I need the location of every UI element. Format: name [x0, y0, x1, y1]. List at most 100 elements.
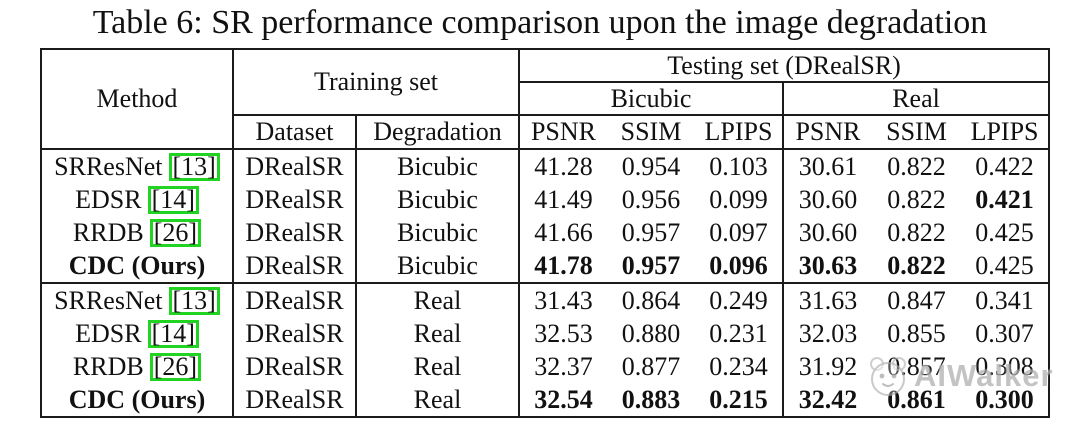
metric-value-cell: 31.92 [798, 351, 858, 381]
citation-link[interactable]: [26] [149, 218, 202, 247]
table-row: SRResNet [13] DRealSR Real 31.43 0.864 0.249 31… [41, 282, 1050, 317]
table-body: SRResNet [13] DRealSR Bicubic 41.28 0.954 0.10… [41, 149, 1050, 417]
dataset-cell: DRealSR [233, 183, 357, 216]
method-label: CDC (Ours) [68, 384, 206, 414]
metric-value-cell: 0.857 [887, 351, 946, 381]
metric-value-cell: 0.425 [975, 217, 1034, 247]
table-row: EDSR [14] DRealSR Real 32.53 0.880 0.231 32.03 0… [41, 317, 1049, 350]
metric-value-cell: 0.422 [975, 151, 1034, 181]
metric-value-cell: 0.956 [621, 184, 681, 214]
citation-link[interactable]: [14] [147, 185, 199, 214]
metric-value-cell: 0.864 [607, 282, 695, 317]
metric-value-cell: 0.097 [695, 216, 784, 249]
method-cell: EDSR [14] [41, 183, 234, 216]
header-method: Method [41, 49, 234, 150]
method-cell: CDC (Ours) [41, 249, 234, 283]
table-row: CDC (Ours) DRealSR Real 32.54 0.883 0.215 32.4… [41, 383, 1049, 417]
dataset-cell: DRealSR [233, 383, 357, 417]
header-psnr-real: PSNR [783, 115, 872, 150]
metric-value-cell: 32.42 [798, 384, 858, 414]
metric-value-cell: 0.847 [872, 282, 961, 317]
table-caption: Table 6: SR performance comparison upon … [92, 4, 988, 41]
method-cell: SRResNet [13] [41, 282, 234, 317]
metric-value-cell: 0.822 [887, 250, 946, 280]
degradation-cell: Real [356, 282, 520, 317]
header-lpips-bicubic: LPIPS [695, 115, 784, 150]
header-ssim-bicubic: SSIM [607, 115, 695, 150]
metric-value-cell: 0.231 [695, 317, 784, 350]
degradation-cell: Bicubic [356, 183, 520, 216]
method-label: SRResNet [54, 151, 163, 181]
citation-link[interactable]: [13] [168, 152, 220, 181]
method-cell: RRDB [26] [41, 350, 234, 383]
dataset-cell: DRealSR [233, 350, 357, 383]
table-row: RRDB [26] DRealSR Bicubic 41.66 0.957 0.097 30.… [41, 216, 1049, 249]
method-label: SRResNet [54, 285, 163, 315]
metric-value-cell: 0.421 [975, 184, 1034, 214]
metric-value-cell: 0.954 [621, 151, 681, 181]
metric-value-cell: 0.855 [887, 318, 946, 348]
header-subgroup-bicubic: Bicubic [519, 82, 784, 116]
metric-value-cell: 0.883 [621, 384, 681, 414]
metric-value-cell: 0.822 [887, 217, 946, 247]
metric-value-cell: 0.300 [975, 384, 1034, 414]
metric-value-cell: 32.54 [534, 384, 593, 414]
metric-value-cell: 0.957 [621, 217, 681, 247]
metric-value-cell: 30.61 [798, 151, 858, 181]
metric-value-cell: 31.63 [783, 282, 872, 317]
degradation-cell: Bicubic [356, 149, 520, 183]
degradation-cell: Real [356, 383, 520, 417]
table-row: EDSR [14] DRealSR Bicubic 41.49 0.956 0.099 30.… [41, 183, 1049, 216]
method-label: RRDB [72, 217, 144, 247]
metric-value-cell: 0.880 [621, 318, 681, 348]
metric-value-cell: 41.66 [534, 217, 593, 247]
method-label: CDC (Ours) [68, 250, 206, 280]
metric-value-cell: 41.49 [534, 184, 593, 214]
header-lpips-real: LPIPS [961, 115, 1050, 150]
metric-value-cell: 0.861 [887, 384, 946, 414]
metric-value-cell: 32.53 [534, 318, 593, 348]
header-subgroup-real: Real [783, 82, 1050, 116]
method-cell: RRDB [26] [41, 216, 234, 249]
header-psnr-bicubic: PSNR [519, 115, 607, 150]
metric-value-cell: 30.60 [798, 217, 858, 247]
metric-value-cell: 0.249 [695, 282, 784, 317]
method-label: RRDB [72, 351, 144, 381]
header-row-2: Bicubic Real [41, 82, 1050, 116]
metric-value-cell: 30.60 [798, 184, 858, 214]
method-cell: EDSR [14] [41, 317, 234, 350]
metric-value-cell: 32.37 [534, 351, 593, 381]
degradation-cell: Real [356, 317, 520, 350]
results-table: Method Training set Testing set (DRealSR… [40, 48, 1051, 418]
method-label: EDSR [75, 184, 142, 214]
citation-link[interactable]: [26] [149, 352, 202, 381]
header-degradation: Degradation [356, 115, 520, 150]
metric-value-cell: 0.822 [887, 151, 946, 181]
degradation-cell: Bicubic [356, 216, 520, 249]
header-ssim-real: SSIM [872, 115, 961, 150]
dataset-cell: DRealSR [233, 249, 357, 283]
metric-value-cell: 0.234 [695, 350, 784, 383]
dataset-cell: DRealSR [233, 282, 357, 317]
degradation-cell: Bicubic [356, 249, 520, 283]
header-row-1: Method Training set Testing set (DRealSR… [41, 49, 1050, 150]
dataset-cell: DRealSR [233, 149, 357, 183]
method-cell: CDC (Ours) [41, 383, 234, 417]
metric-value-cell: 0.341 [961, 282, 1050, 317]
metric-value-cell: 0.096 [695, 249, 784, 283]
metric-value-cell: 32.03 [798, 318, 858, 348]
metric-value-cell: 0.957 [621, 250, 681, 280]
citation-link[interactable]: [14] [147, 319, 199, 348]
table-row: SRResNet [13] DRealSR Bicubic 41.28 0.954 0.10… [41, 149, 1049, 183]
dataset-cell: DRealSR [233, 317, 357, 350]
header-row-3: Dataset Degradation PSNR SSIM LPIPS PSNR… [41, 115, 1050, 150]
method-label: EDSR [75, 318, 142, 348]
metric-value-cell: 0.425 [975, 250, 1034, 280]
method-cell: SRResNet [13] [41, 149, 234, 183]
degradation-cell: Real [356, 350, 520, 383]
dataset-cell: DRealSR [233, 216, 357, 249]
citation-link[interactable]: [13] [168, 286, 220, 315]
metric-value-cell: 41.28 [534, 151, 593, 181]
header-training-set: Training set [233, 49, 520, 116]
